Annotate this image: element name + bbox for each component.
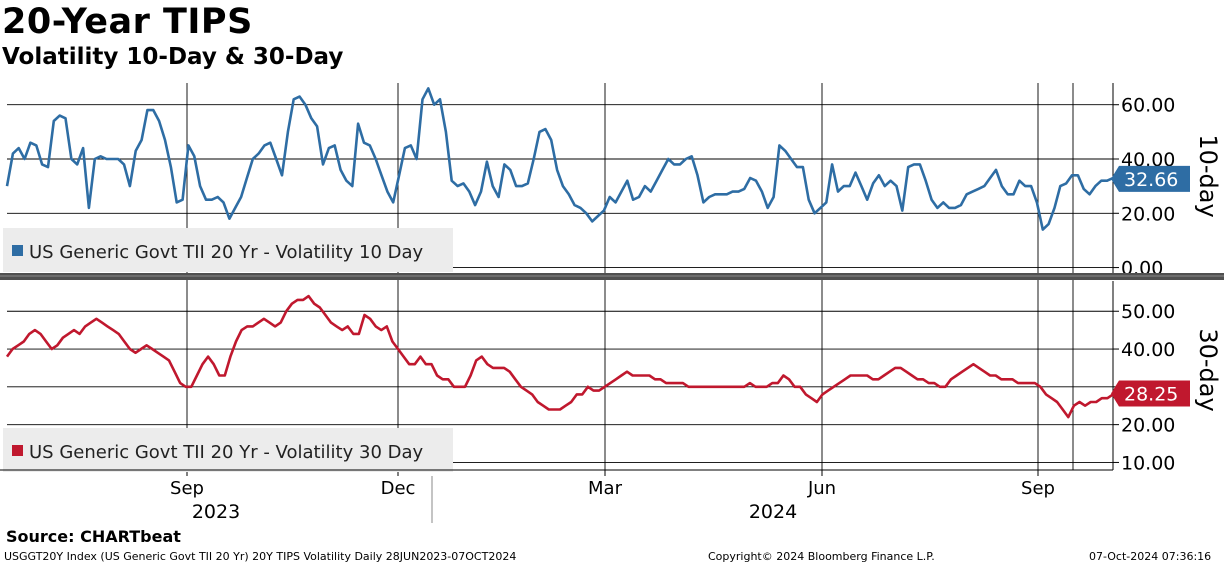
y-tick-label: 40.00 (1121, 339, 1175, 361)
year-label: 2024 (749, 501, 797, 523)
legend-box (3, 228, 453, 272)
series-30-day-line (5, 294, 1114, 419)
y-tick-label: 50.00 (1121, 301, 1175, 323)
x-tick-label: Dec (381, 478, 416, 499)
year-label: 2023 (192, 501, 240, 523)
source-label: Source: CHARTbeat (6, 527, 181, 546)
series-10-day-line (5, 87, 1114, 231)
y-tick-label: 60.00 (1121, 95, 1175, 117)
x-tick-label: Jun (807, 478, 836, 499)
legend-swatch (12, 245, 23, 256)
copyright-notice: Copyright© 2024 Bloomberg Finance L.P. (708, 550, 935, 563)
y-tick-label: 10.00 (1121, 452, 1175, 474)
x-tick-label: Sep (170, 478, 204, 499)
x-tick-label: Sep (1021, 478, 1055, 499)
chart-title: 20-Year TIPS (2, 2, 253, 42)
y-tick-label: 40.00 (1121, 149, 1175, 171)
legend-swatch (12, 445, 23, 456)
y-tick-label: 20.00 (1121, 203, 1175, 225)
y-tick-label: 20.00 (1121, 415, 1175, 437)
legend-label: US Generic Govt TII 20 Yr - Volatility 3… (29, 442, 424, 463)
chart-subtitle: Volatility 10-Day & 30-Day (2, 44, 344, 70)
timestamp: 07-Oct-2024 07:36:16 (1089, 550, 1212, 563)
last-value-tag (1111, 165, 1190, 192)
x-tick-label: Mar (588, 478, 623, 499)
legend-box (3, 428, 453, 472)
legend-label: US Generic Govt TII 20 Yr - Volatility 1… (29, 242, 424, 263)
panel-axis-title: 10-day (1194, 134, 1222, 217)
panel-axis-title: 30-day (1194, 328, 1222, 411)
last-value-label: 32.66 (1124, 169, 1178, 191)
ticker-description: USGGT20Y Index (US Generic Govt TII 20 Y… (4, 550, 517, 563)
last-value-label: 28.25 (1124, 383, 1178, 405)
last-value-tag (1111, 380, 1190, 407)
